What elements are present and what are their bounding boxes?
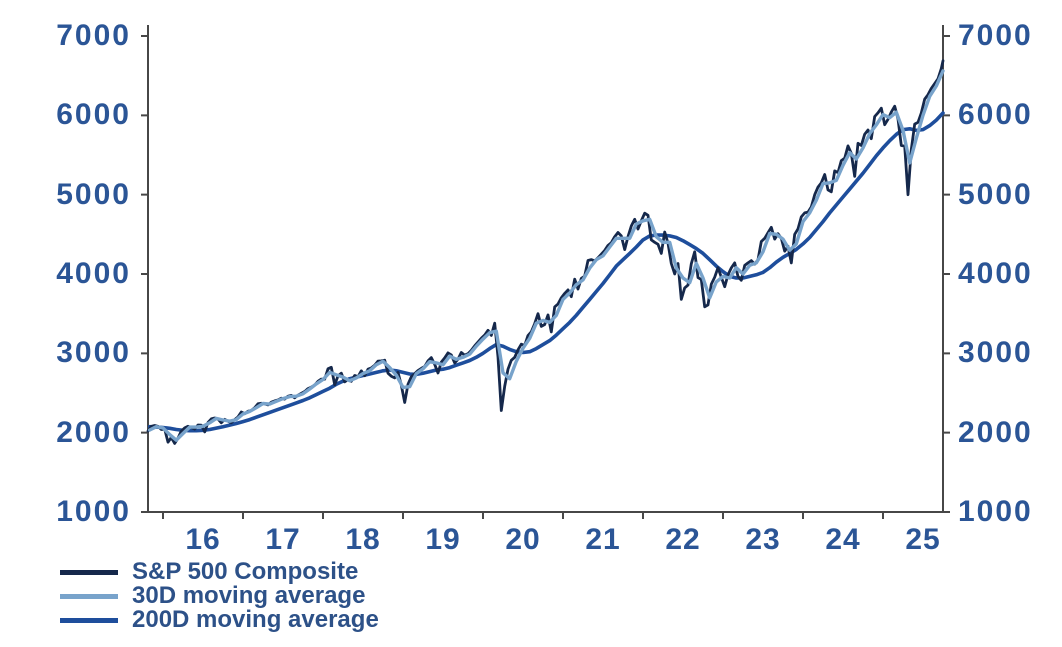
x-tick-label-19: 19 xyxy=(425,523,461,556)
y-tick-label-left-1000: 1000 xyxy=(56,495,131,528)
legend-swatch-icon xyxy=(60,593,118,599)
y-tick-label-right-1000: 1000 xyxy=(958,495,1033,528)
x-tick-label-25: 25 xyxy=(905,523,941,556)
legend-label: 200D moving average xyxy=(132,606,379,633)
x-tick-label-22: 22 xyxy=(665,523,701,556)
y-tick-label-right-5000: 5000 xyxy=(958,177,1033,211)
y-tick-label-left-5000: 5000 xyxy=(56,177,131,211)
x-tick-label-24: 24 xyxy=(825,523,861,556)
y-tick-label-left-2000: 2000 xyxy=(56,415,131,449)
series-line-s-p-500-composite xyxy=(146,59,945,445)
x-tick-label-20: 20 xyxy=(505,523,541,556)
legend-item-200d-moving-average: 200D moving average xyxy=(60,608,379,632)
series-line-30d-moving-average xyxy=(147,69,945,442)
chart-legend: S&P 500 Composite 30D moving average 200D … xyxy=(60,560,379,632)
axis-frame xyxy=(147,25,944,513)
y-tick-label-left-3000: 3000 xyxy=(56,336,131,370)
legend-swatch-icon xyxy=(60,569,118,575)
axis-ticks xyxy=(141,35,950,519)
x-tick-label-17: 17 xyxy=(265,523,301,556)
y-tick-label-right-7000: 7000 xyxy=(958,19,1033,52)
y-tick-label-right-4000: 4000 xyxy=(958,257,1033,290)
y-tick-label-left-7000: 7000 xyxy=(56,19,131,52)
legend-item-30d-moving-average: 30D moving average xyxy=(60,584,379,608)
y-tick-label-left-6000: 6000 xyxy=(56,98,131,132)
legend-label: S&P 500 Composite xyxy=(132,558,359,585)
y-tick-label-left-4000: 4000 xyxy=(56,257,131,290)
series-line-200d-moving-average xyxy=(147,111,945,433)
x-tick-label-21: 21 xyxy=(585,523,621,556)
y-tick-label-right-3000: 3000 xyxy=(958,336,1033,370)
legend-swatch-icon xyxy=(60,617,118,623)
x-tick-label-16: 16 xyxy=(185,523,221,556)
legend-item-s-p-500-composite: S&P 500 Composite xyxy=(60,560,379,584)
legend-label: 30D moving average xyxy=(132,582,366,609)
y-tick-label-right-6000: 6000 xyxy=(958,98,1033,132)
x-tick-label-18: 18 xyxy=(345,523,381,556)
x-tick-label-23: 23 xyxy=(745,523,781,556)
y-tick-label-right-2000: 2000 xyxy=(958,415,1033,449)
